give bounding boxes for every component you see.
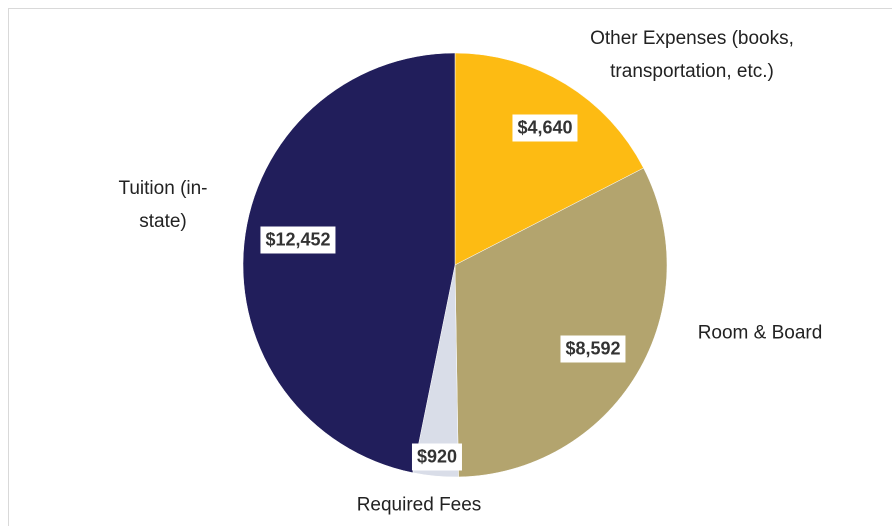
value-label: $4,640: [512, 114, 578, 142]
pie-slice: [454, 167, 668, 478]
value-label: $8,592: [560, 335, 626, 363]
category-label: Required Fees: [356, 494, 482, 516]
pie-slice: [242, 52, 456, 474]
chart-border: [8, 8, 892, 526]
category-label: Room & Board: [697, 322, 823, 344]
value-label: $12,452: [260, 226, 336, 254]
value-label: $920: [411, 443, 463, 471]
category-label: Tuition (in-state): [118, 178, 208, 232]
category-label: Other Expenses (books, transportation, e…: [590, 28, 794, 82]
pie-slice: [454, 52, 644, 266]
